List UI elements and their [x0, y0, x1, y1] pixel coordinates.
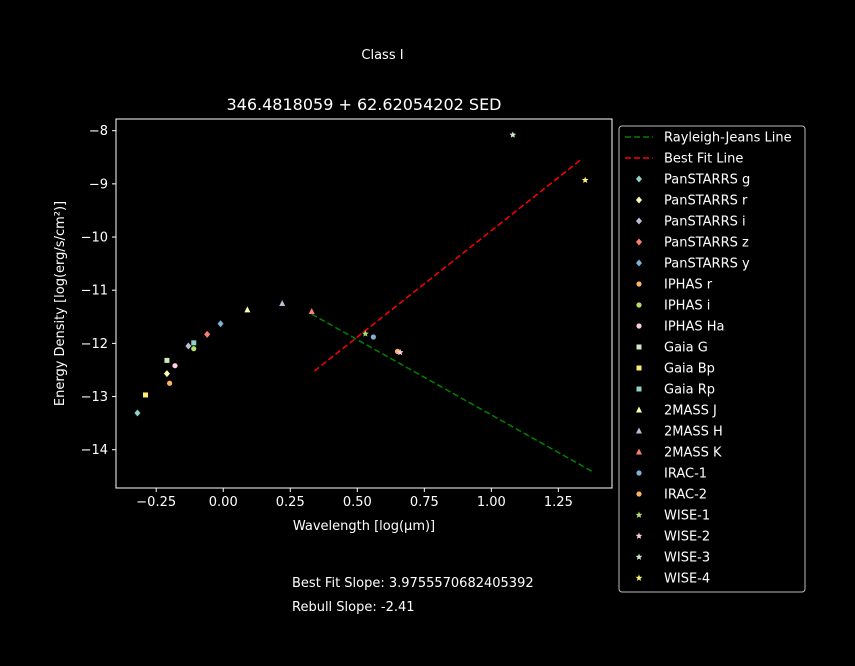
legend-label: IRAC-1 [664, 467, 707, 482]
legend: Rayleigh-Jeans Line Best Fit Line PanSTARR… [618, 125, 806, 593]
2mass-k-point [308, 307, 315, 314]
iphas-i-point [191, 346, 197, 352]
legend-label: PanSTARRS g [664, 173, 750, 188]
x-tick-label: 0.75 [410, 495, 439, 510]
best-fit-line-line [313, 157, 583, 372]
figure-suptitle: Class I [361, 48, 404, 63]
legend-label: PanSTARRS y [664, 257, 750, 272]
legend-label: IRAC-2 [664, 488, 707, 503]
legend-marker [636, 196, 642, 204]
panstarrs-i-point [185, 342, 192, 350]
legend-marker [636, 448, 642, 455]
chart-title: 346.4818059 + 62.62054202 SED [226, 95, 502, 114]
legend-label: Rayleigh-Jeans Line [664, 131, 792, 146]
wise-3-point [509, 131, 517, 138]
legend-label: Gaia Bp [664, 362, 715, 377]
y-tick-label: −14 [81, 443, 108, 458]
panstarrs-g-point [134, 409, 141, 417]
y-axis-label: Energy Density [log(erg/s/cm²)] [53, 201, 68, 406]
legend-label: 2MASS K [664, 446, 722, 461]
legend-marker [635, 532, 643, 539]
legend-label: Gaia Rp [664, 383, 715, 398]
legend-marker [636, 386, 642, 392]
x-tick-label: 0.00 [209, 495, 238, 510]
axis-ticks: −0.25 0.00 0.25 0.50 0.75 1.00 1.25 −8 −9 −10 −11 −… [81, 124, 573, 510]
best-fit-slope-text: Best Fit Slope: 3.9755570682405392 [292, 576, 534, 591]
iphas-r-point [167, 380, 173, 386]
gaia-rp-point [191, 340, 197, 346]
x-tick-label: 1.00 [477, 495, 506, 510]
legend-marker [636, 238, 642, 246]
legend-label: IPHAS Ha [664, 320, 724, 335]
x-tick-label: 1.25 [544, 495, 573, 510]
x-axis-label: Wavelength [log(μm)] [293, 519, 435, 534]
data-points [134, 131, 589, 417]
legend-box [618, 125, 806, 593]
x-tick-label: 0.25 [276, 495, 305, 510]
y-tick-label: −10 [81, 231, 108, 246]
y-tick-label: −13 [81, 390, 108, 405]
y-tick-label: −11 [81, 284, 108, 299]
legend-label: WISE-3 [664, 551, 710, 566]
gaia-bp-point [142, 392, 148, 398]
x-tick-label: −0.25 [136, 495, 176, 510]
wise-4-point [581, 176, 589, 183]
plot-area-frame [115, 118, 613, 489]
legend-marker [635, 553, 643, 560]
legend-label: PanSTARRS i [664, 215, 746, 230]
legend-marker [636, 281, 642, 287]
2mass-j-point [244, 306, 251, 313]
legend-label: IPHAS i [664, 299, 710, 314]
y-tick-label: −12 [81, 337, 108, 352]
legend-marker [636, 427, 642, 434]
panstarrs-r-point [163, 370, 170, 378]
fit-lines [311, 157, 594, 473]
legend-marker [636, 259, 642, 267]
panstarrs-z-point [204, 330, 211, 338]
legend-label: WISE-4 [664, 572, 710, 587]
axes-frame [115, 118, 613, 489]
2mass-h-point [279, 300, 286, 306]
legend-label: Best Fit Line [664, 152, 743, 167]
legend-label: PanSTARRS z [664, 236, 749, 251]
legend-label: WISE-1 [664, 509, 710, 524]
legend-marker [635, 511, 643, 518]
legend-label: WISE-2 [664, 530, 710, 545]
legend-marker [636, 344, 642, 350]
rayleigh-jeans-line-line [311, 313, 594, 473]
legend-marker [636, 491, 642, 497]
legend-marker [636, 323, 642, 329]
legend-marker [636, 175, 642, 183]
rebull-slope-text: Rebull Slope: -2.41 [292, 600, 415, 615]
y-tick-label: −8 [89, 124, 108, 139]
panstarrs-y-point [217, 320, 224, 328]
wise-1-point [362, 330, 369, 337]
legend-label: Gaia G [664, 341, 708, 356]
legend-label: 2MASS H [664, 425, 723, 440]
legend-marker [636, 302, 642, 308]
irac-1-point [370, 334, 376, 340]
wise-2-point [396, 348, 404, 356]
legend-marker [636, 365, 642, 371]
legend-marker [635, 574, 643, 581]
y-tick-label: −9 [89, 177, 108, 192]
legend-label: PanSTARRS r [664, 194, 748, 209]
legend-marker [636, 406, 642, 413]
legend-marker [636, 470, 642, 476]
legend-label: 2MASS J [664, 404, 717, 419]
legend-marker [636, 217, 642, 225]
legend-label: IPHAS r [664, 278, 713, 293]
gaia-g-point [164, 357, 170, 363]
x-tick-label: 0.50 [343, 495, 372, 510]
iphas-ha-point [172, 363, 178, 369]
